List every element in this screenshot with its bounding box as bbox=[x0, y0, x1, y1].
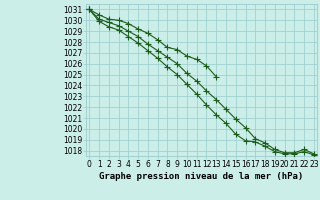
X-axis label: Graphe pression niveau de la mer (hPa): Graphe pression niveau de la mer (hPa) bbox=[100, 172, 304, 181]
